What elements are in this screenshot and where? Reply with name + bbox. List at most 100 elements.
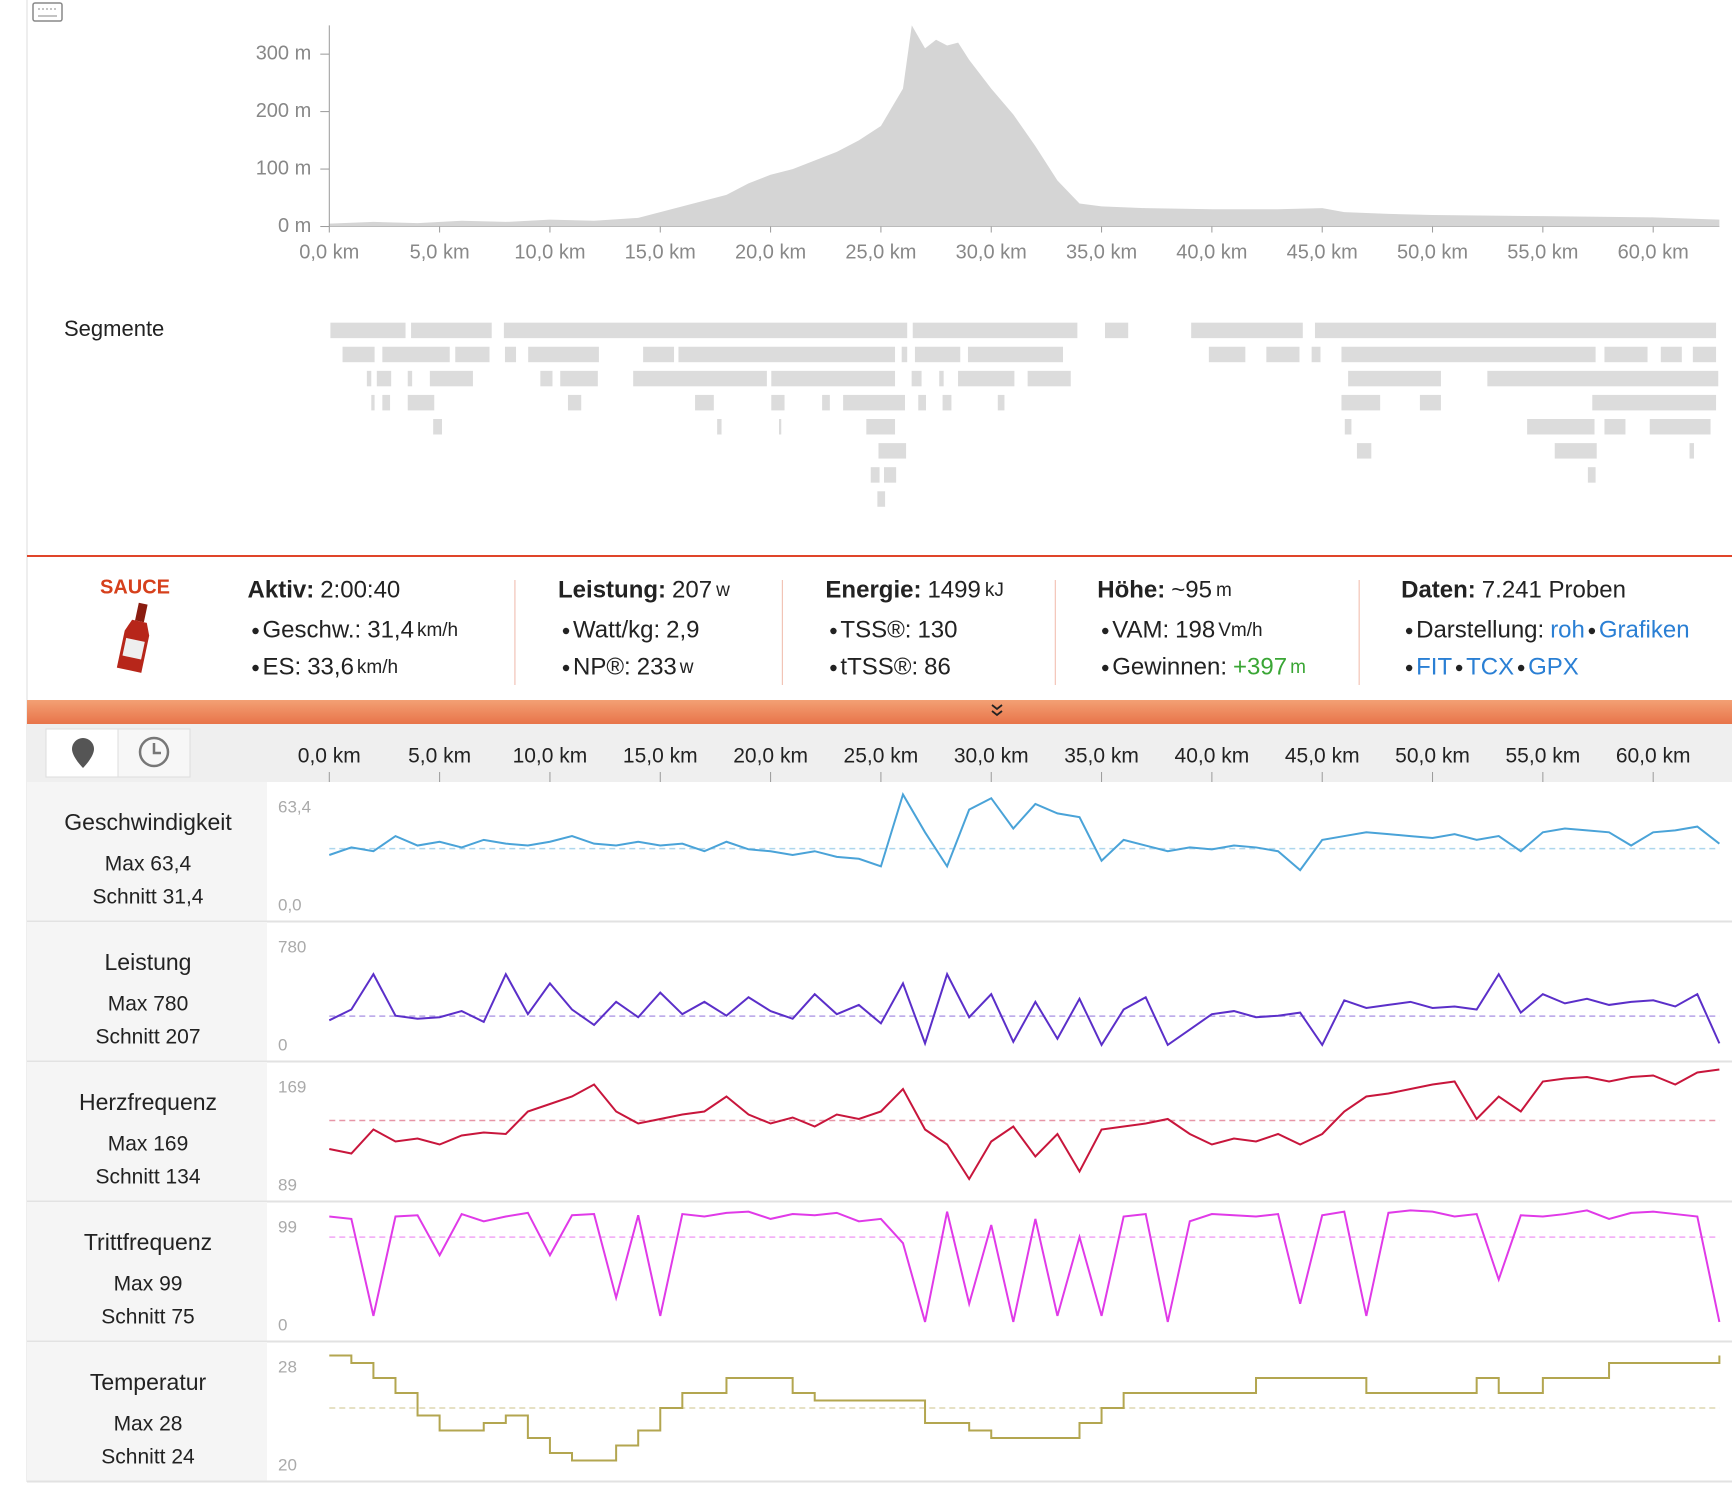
row-label-panel [27, 1062, 267, 1201]
stat-item-value: +397 [1233, 653, 1287, 680]
row-name: Herzfrequenz [79, 1089, 217, 1115]
stream-x-tick-label: 20,0 km [733, 745, 808, 768]
segment-bar [1027, 370, 1071, 387]
row-label-panel [27, 1202, 267, 1341]
stat-item-unit: w [679, 657, 694, 678]
link[interactable]: roh [1550, 616, 1585, 643]
segment-bar [843, 394, 905, 411]
stream-line [329, 1209, 1721, 1323]
stat-item-label: Watt/kg: [573, 616, 660, 643]
stat-value: 1499 [927, 576, 980, 603]
segment-bar [1689, 443, 1694, 459]
segment-bar [779, 419, 782, 435]
segment-bar [1348, 370, 1441, 387]
segment-bar [455, 346, 490, 363]
stat-item-value: 2,9 [666, 616, 699, 643]
row-tick-label: 0,0 [278, 895, 302, 914]
stat-item-label: ES: [263, 653, 302, 680]
segment-bar [1344, 419, 1352, 435]
stat-label: Höhe: [1097, 576, 1165, 603]
stat-item-unit: km/h [357, 657, 398, 678]
stream-line [328, 791, 1720, 872]
bullet [1588, 627, 1596, 635]
row-max: Max 28 [114, 1413, 183, 1436]
segment-bar [771, 370, 896, 387]
link[interactable]: GPX [1528, 653, 1579, 680]
y-tick-label: 0 m [278, 215, 311, 237]
link[interactable]: TCX [1466, 653, 1514, 680]
bullet [830, 664, 837, 672]
clock-icon [138, 736, 170, 768]
keyboard-icon [32, 2, 63, 22]
segment-bar [1604, 346, 1648, 363]
segment-bar [942, 394, 952, 411]
x-tick-label: 35,0 km [1066, 241, 1137, 263]
logo: SAUCE [100, 576, 170, 598]
segment-bar [997, 394, 1005, 411]
bullet [1455, 664, 1463, 672]
link[interactable]: FIT [1416, 653, 1452, 680]
collapse-bar[interactable] [27, 700, 1732, 724]
segment-bar [429, 370, 473, 387]
segment-bar [822, 394, 830, 411]
stat-item-value: 233 [637, 653, 677, 680]
row-label-panel [27, 782, 267, 921]
segment-bar [901, 346, 908, 363]
segment-bar [376, 370, 392, 387]
row-avg: Schnitt 207 [95, 1026, 200, 1049]
segment-bar [939, 370, 944, 387]
segment-bar [382, 394, 391, 411]
segment-bar [771, 394, 785, 411]
segment-bar [342, 346, 375, 363]
stream-x-tick-label: 35,0 km [1064, 745, 1139, 768]
stat-value: ~95 [1171, 576, 1212, 603]
segment-bar [967, 346, 1064, 363]
segment-bar [918, 394, 926, 411]
segment-bar [330, 322, 406, 339]
row-tick-label: 89 [278, 1175, 297, 1194]
x-tick-label: 25,0 km [845, 241, 916, 263]
segment-bar [958, 370, 1015, 387]
row-tick-label: 20 [278, 1455, 297, 1474]
stream-line [328, 971, 1721, 1047]
segment-bar [1266, 346, 1300, 363]
stat-item-label: TSS®: [840, 616, 911, 643]
segment-bar [503, 322, 908, 339]
row-tick-label: 0 [278, 1035, 287, 1054]
segment-bar [1487, 370, 1719, 387]
chevron-icon [991, 704, 1003, 717]
segment-bar [1356, 443, 1372, 459]
stat-item-value: 130 [917, 616, 957, 643]
bullet [830, 627, 837, 635]
stat-item-label: tTSS®: [840, 653, 918, 680]
stream-x-tick-label: 60,0 km [1616, 745, 1691, 768]
segment-bar [1587, 467, 1596, 483]
row-max: Max 169 [108, 1133, 189, 1156]
stat-label: Aktiv: [248, 576, 315, 603]
x-tick-label: 60,0 km [1618, 241, 1689, 263]
segment-bar [1660, 346, 1682, 363]
row-avg: Schnitt 134 [95, 1166, 200, 1189]
segment-bar [695, 394, 714, 411]
stat-item-label: VAM: [1112, 616, 1169, 643]
bullet [1102, 664, 1109, 672]
stream-x-tick-label: 45,0 km [1285, 745, 1360, 768]
stat-item-label: Geschw.: [263, 616, 362, 643]
stat-item-value: 86 [924, 653, 951, 680]
stream-x-tick-label: 15,0 km [623, 745, 698, 768]
segment-bar [407, 394, 435, 411]
segment-bar [877, 491, 886, 507]
segment-bar [560, 370, 598, 387]
segment-bar [567, 394, 582, 411]
stream-x-tick-label: 5,0 km [408, 745, 471, 768]
bullet [562, 627, 570, 635]
row-max: Max 63,4 [105, 853, 192, 876]
link[interactable]: Grafiken [1599, 616, 1690, 643]
stat-label: Daten: [1401, 576, 1476, 603]
row-name: Temperatur [90, 1369, 207, 1395]
stat-value: 2:00:40 [320, 576, 400, 603]
segment-bar [1311, 346, 1321, 363]
row-tick-label: 28 [278, 1357, 297, 1376]
stream-x-tick-label: 30,0 km [954, 745, 1029, 768]
